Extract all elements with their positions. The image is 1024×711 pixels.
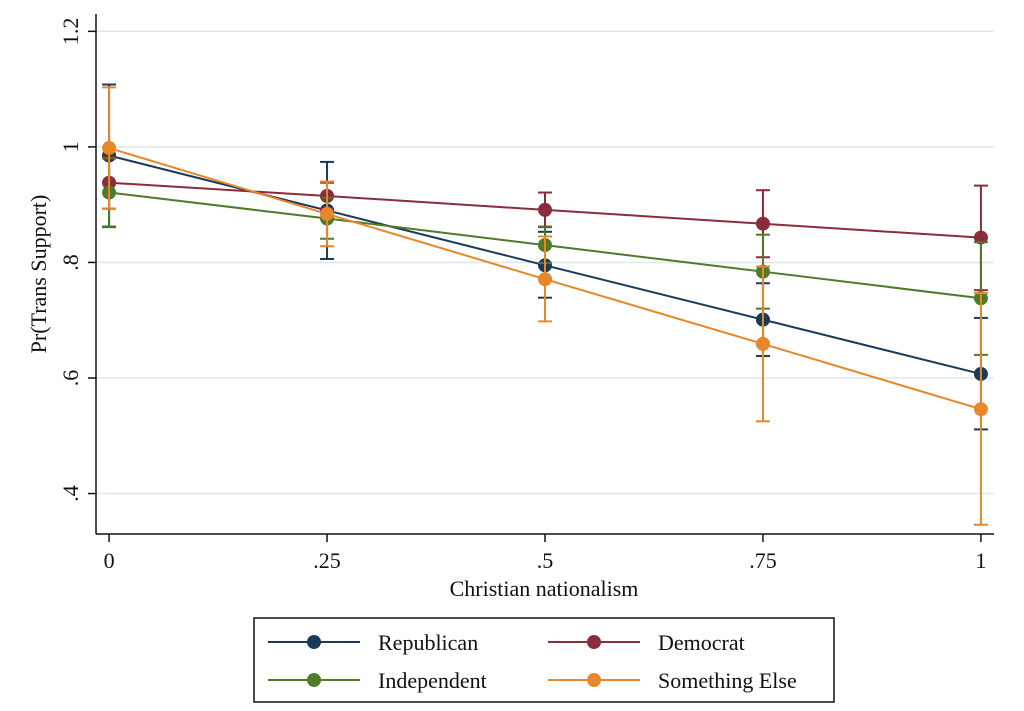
ticks-layer: .4 .6 .8 1 1.2 0 .25 .5 .75 1: [58, 18, 986, 573]
y-tick-label: 1.2: [58, 18, 83, 46]
data-point: [320, 206, 335, 221]
series: [102, 86, 988, 526]
y-tick-label: .4: [58, 485, 83, 502]
y-axis-title: Pr(Trans Support): [26, 195, 51, 354]
legend-item: Democrat: [548, 630, 745, 655]
legend-item: Something Else: [548, 668, 797, 693]
series-layer: [102, 83, 988, 526]
legend-label: Democrat: [658, 630, 745, 655]
legend-label: Something Else: [658, 668, 797, 693]
data-point: [755, 336, 770, 351]
legend: Republican Democrat Independent Something E…: [253, 617, 835, 703]
x-tick-label: .25: [313, 548, 341, 573]
legend-item: Republican: [268, 630, 478, 655]
legend-items: Republican Democrat Independent Something E…: [268, 630, 797, 693]
legend-swatch-marker: [307, 673, 321, 687]
data-point: [973, 402, 988, 417]
y-tick-label: .6: [58, 370, 83, 387]
legend-label: Independent: [378, 668, 487, 693]
legend-label: Republican: [378, 630, 478, 655]
legend-box: [253, 617, 835, 703]
legend-item: Independent: [268, 668, 487, 693]
y-tick-label: 1: [58, 141, 83, 152]
data-point: [102, 141, 117, 156]
x-tick-label: 1: [975, 548, 986, 573]
x-tick-label: 0: [104, 548, 115, 573]
data-point: [538, 272, 552, 287]
y-tick-label: .8: [58, 254, 83, 271]
data-point: [973, 230, 988, 245]
x-axis-title: Christian nationalism: [450, 576, 639, 601]
x-tick-label: .5: [537, 548, 554, 573]
legend-swatch-marker: [587, 635, 601, 649]
data-point: [755, 216, 770, 231]
data-point: [538, 202, 552, 217]
x-tick-label: .75: [749, 548, 777, 573]
legend-swatch-marker: [587, 673, 601, 687]
legend-swatch-marker: [307, 635, 321, 649]
